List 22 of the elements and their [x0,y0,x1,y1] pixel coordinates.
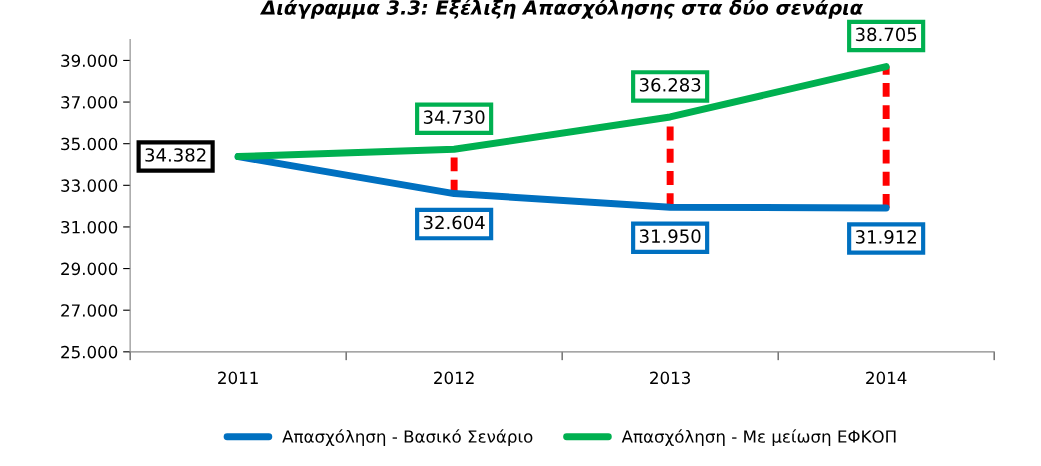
y-tick-label: 33.000 [61,179,118,192]
legend-label: Απασχόληση - Βασικό Σενάριο [282,429,533,447]
x-tick-label: 2013 [650,371,691,385]
y-tick-label: 31.000 [61,220,118,234]
y-tick-label: 39.000 [61,54,118,67]
data-label: 34.730 [423,110,485,124]
legend-label: Απασχόληση - Με μείωση ΕΦΚΟΠ [621,429,896,447]
y-tick-label: 29.000 [61,262,118,276]
annotation: 34.382 [145,148,206,162]
data-label: 31.950 [639,229,701,243]
y-tick-label: 35.000 [61,137,118,151]
data-label: 36.283 [639,78,701,92]
x-tick-label: 2012 [434,371,474,385]
y-tick-label: 37.000 [61,96,118,109]
x-tick-label: 2011 [218,371,258,385]
chart-title: Διάγραμμα 3.3: Εξέλιξη Απασχόλησης στα δύο σενάρια [259,0,864,19]
x-tick-label: 2014 [866,371,907,385]
data-label: 38.705 [855,27,917,42]
y-tick-label: 25.000 [61,345,118,359]
data-label: 32.604 [423,215,485,230]
y-tick-label: 27.000 [61,304,118,317]
data-label: 31.912 [855,230,916,244]
